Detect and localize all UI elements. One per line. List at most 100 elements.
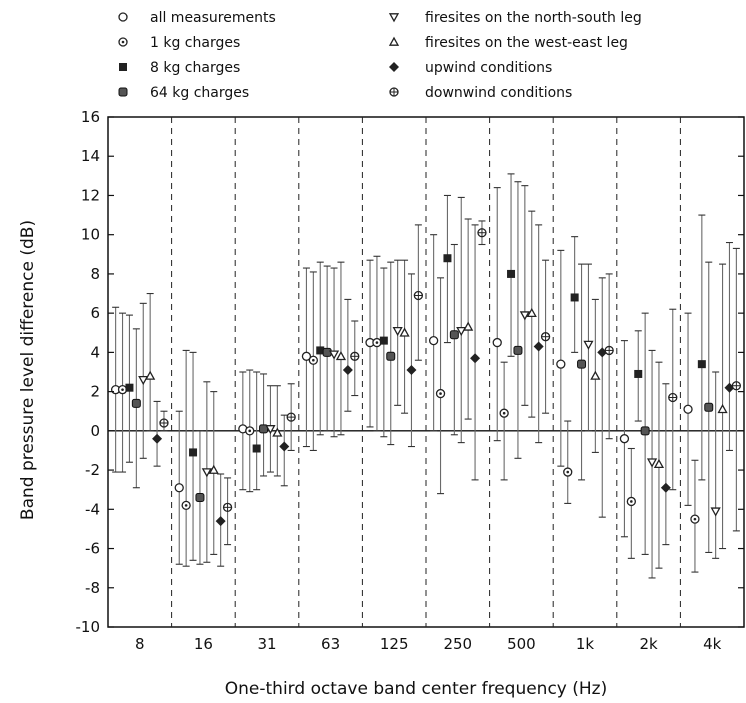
- legend-label: 64 kg charges: [150, 85, 249, 101]
- data-point: [125, 383, 134, 392]
- data-point: [704, 402, 714, 412]
- band-separators: [108, 117, 744, 627]
- legend-marker: [389, 87, 399, 97]
- legend-label: firesites on the north-south leg: [425, 10, 642, 26]
- data-point: [174, 483, 184, 493]
- data-point: [379, 336, 388, 345]
- data-point: [435, 388, 446, 399]
- legend: all measurements 1 kg charges 8 kg charges…: [118, 10, 642, 101]
- y-tick-label: -4: [85, 500, 100, 518]
- x-tick-label: 16: [194, 635, 213, 653]
- data-point: [222, 502, 233, 512]
- data-point: [138, 375, 149, 386]
- y-tick-label: 12: [81, 186, 100, 204]
- data-point: [513, 345, 523, 355]
- legend-marker: [388, 13, 400, 23]
- data-point: [717, 403, 728, 414]
- data-point: [131, 398, 141, 408]
- data-point: [308, 355, 318, 365]
- x-tick-label: 500: [507, 635, 536, 653]
- data-point: [195, 493, 205, 503]
- data-point: [646, 458, 658, 468]
- data-point: [583, 340, 594, 350]
- data-point: [386, 351, 396, 361]
- legend-label: upwind conditions: [425, 60, 552, 76]
- data-point: [570, 293, 579, 302]
- data-point: [159, 418, 169, 428]
- data-point: [372, 337, 382, 348]
- data-point: [477, 228, 487, 238]
- data-point: [697, 360, 706, 369]
- data-point: [653, 458, 665, 469]
- data-point: [526, 307, 537, 318]
- y-tick-label: -8: [85, 579, 100, 597]
- data-point: [499, 408, 509, 418]
- data-point: [456, 326, 467, 337]
- data-point: [328, 350, 340, 360]
- x-tick-label: 125: [380, 635, 409, 653]
- y-tick-label: 2: [90, 383, 100, 401]
- data-point: [208, 464, 219, 474]
- data-point: [470, 353, 481, 364]
- data-point: [272, 427, 283, 437]
- legend-marker: [388, 36, 400, 46]
- legend-marker: [389, 62, 399, 72]
- data-point: [392, 326, 403, 337]
- data-point: [443, 254, 452, 263]
- data-point: [590, 370, 601, 380]
- legend-label: all measurements: [150, 10, 276, 26]
- data-point: [640, 426, 650, 436]
- data-point: [428, 335, 439, 346]
- data-point: [406, 365, 417, 376]
- legend-marker: [118, 87, 128, 97]
- x-tick-label: 250: [443, 635, 472, 653]
- legend-marker: [118, 12, 128, 22]
- data-point: [265, 425, 276, 435]
- data-point: [626, 496, 636, 507]
- y-axis-title: Band pressure level difference (dB): [18, 220, 38, 520]
- data-point: [577, 359, 587, 369]
- data-point: [342, 365, 353, 376]
- y-tick-label: 4: [90, 343, 100, 361]
- legend-marker: [119, 63, 127, 71]
- data-point: [181, 500, 191, 511]
- data-point: [449, 330, 459, 340]
- x-tick-label: 1k: [576, 635, 595, 653]
- x-axis: 8 16 31 63 125 250 500 1k 2k 4k: [135, 635, 722, 653]
- data-point: [316, 346, 325, 355]
- y-tick-label: 6: [90, 304, 100, 322]
- legend-label: firesites on the west-east leg: [425, 35, 628, 51]
- y-tick-label: 14: [81, 147, 100, 165]
- legend-label: 1 kg charges: [150, 35, 240, 51]
- data-point: [710, 507, 721, 517]
- data-point: [540, 332, 551, 342]
- y-tick-label: -10: [76, 618, 101, 636]
- x-tick-label: 8: [135, 635, 145, 653]
- legend-marker: [118, 37, 128, 47]
- data-point: [731, 381, 742, 391]
- data-point: [301, 351, 312, 361]
- data-point: [619, 434, 630, 444]
- data-point: [335, 350, 347, 361]
- y-tick-label: -2: [85, 461, 100, 479]
- data-point: [556, 359, 566, 369]
- data-point: [189, 448, 198, 457]
- data-point: [117, 385, 128, 395]
- y-tick-label: 0: [90, 422, 100, 440]
- data-point: [286, 412, 296, 422]
- data-point: [563, 467, 573, 477]
- legend-label: 8 kg charges: [150, 60, 240, 76]
- y-axis: -10 -8 -6 -4 -2 0 2 4 6 8 10 12 14 16: [76, 108, 744, 636]
- data-markers: [110, 228, 742, 527]
- x-tick-label: 4k: [703, 635, 722, 653]
- data-point: [152, 433, 163, 444]
- data-point: [279, 441, 290, 452]
- data-point: [533, 341, 544, 352]
- data-point: [634, 369, 643, 378]
- data-point: [690, 514, 700, 524]
- data-point: [604, 345, 614, 356]
- y-tick-label: -6: [85, 540, 100, 558]
- data-point: [245, 426, 255, 436]
- y-tick-label: 8: [90, 265, 100, 283]
